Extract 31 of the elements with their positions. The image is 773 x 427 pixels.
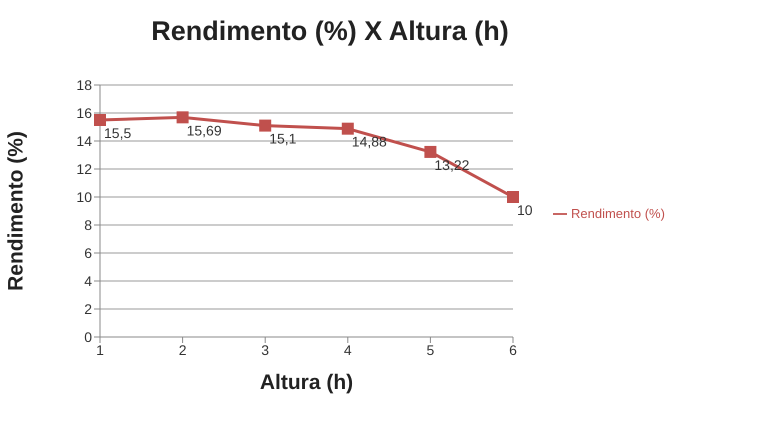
x-tick-label: 6 — [509, 342, 518, 358]
data-label: 10 — [517, 202, 533, 218]
x-axis-title: Altura (h) — [260, 371, 354, 394]
x-tick-label: 1 — [96, 342, 104, 358]
chart-title: Rendimento (%) X Altura (h) — [150, 16, 510, 47]
data-label: 15,5 — [104, 125, 132, 141]
y-tick-label: 8 — [84, 216, 92, 233]
y-tick-label: 12 — [76, 160, 92, 177]
y-tick-label: 16 — [76, 104, 92, 121]
point — [424, 146, 436, 158]
point — [259, 120, 272, 132]
data-label: 15,69 — [186, 122, 222, 138]
y-tick-label: 10 — [76, 188, 92, 205]
point — [94, 114, 106, 126]
y-tick-label: 2 — [84, 300, 92, 317]
y-tick-label: 6 — [84, 244, 92, 261]
y-tick-label: 14 — [76, 132, 92, 149]
x-tick-label: 5 — [426, 342, 434, 358]
x-tick-label: 3 — [261, 342, 270, 358]
data-label: 14,88 — [352, 134, 388, 150]
point — [507, 191, 519, 203]
data-label: 15,1 — [269, 130, 297, 147]
y-axis-title: Rendimento (%) — [4, 131, 28, 291]
point — [342, 122, 354, 135]
y-tick-label: 0 — [84, 328, 92, 345]
x-tick-label: 2 — [178, 342, 187, 358]
y-tick-label: 4 — [84, 272, 92, 289]
point — [176, 111, 189, 124]
y-tick-label: 18 — [76, 76, 92, 93]
x-tick-label: 4 — [344, 342, 352, 358]
legend-label: Rendimento (%) — [571, 206, 665, 221]
